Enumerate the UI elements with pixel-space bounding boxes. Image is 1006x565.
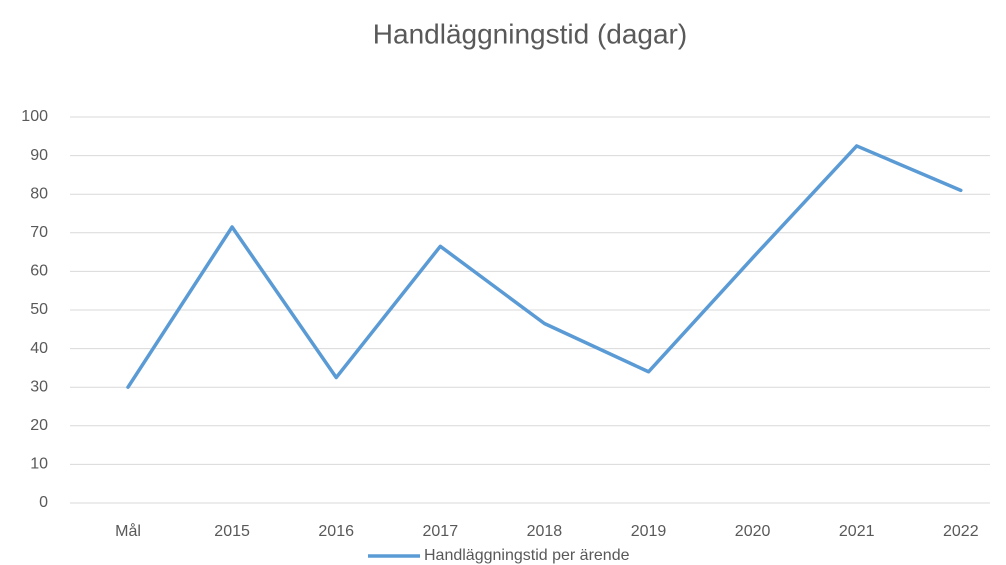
x-tick-label: 2018 <box>527 523 563 540</box>
data-line <box>126 144 963 389</box>
y-tick-label: 90 <box>30 147 48 164</box>
y-tick-label: 30 <box>30 378 48 395</box>
x-tick-label: 2022 <box>943 523 979 540</box>
y-tick-label: 60 <box>30 263 48 280</box>
legend-label: Handläggningstid per ärende <box>424 547 630 564</box>
x-tick-label: 2020 <box>735 523 771 540</box>
x-tick-label: 2019 <box>631 523 667 540</box>
x-tick-label: 2016 <box>318 523 354 540</box>
y-tick-label: 10 <box>30 456 48 473</box>
y-tick-label: 20 <box>30 417 48 434</box>
y-tick-label: 0 <box>39 494 48 511</box>
y-tick-label: 80 <box>30 185 48 202</box>
y-tick-label: 40 <box>30 340 48 357</box>
x-tick-label: 2017 <box>423 523 459 540</box>
x-tick-label: Mål <box>115 522 141 540</box>
chart-title: Handläggningstid (dagar) <box>373 18 687 49</box>
y-tick-label: 70 <box>30 224 48 241</box>
x-tick-label: 2021 <box>839 523 875 540</box>
y-tick-label: 50 <box>30 301 48 318</box>
y-tick-label: 100 <box>21 108 48 125</box>
x-tick-label: 2015 <box>214 523 250 540</box>
